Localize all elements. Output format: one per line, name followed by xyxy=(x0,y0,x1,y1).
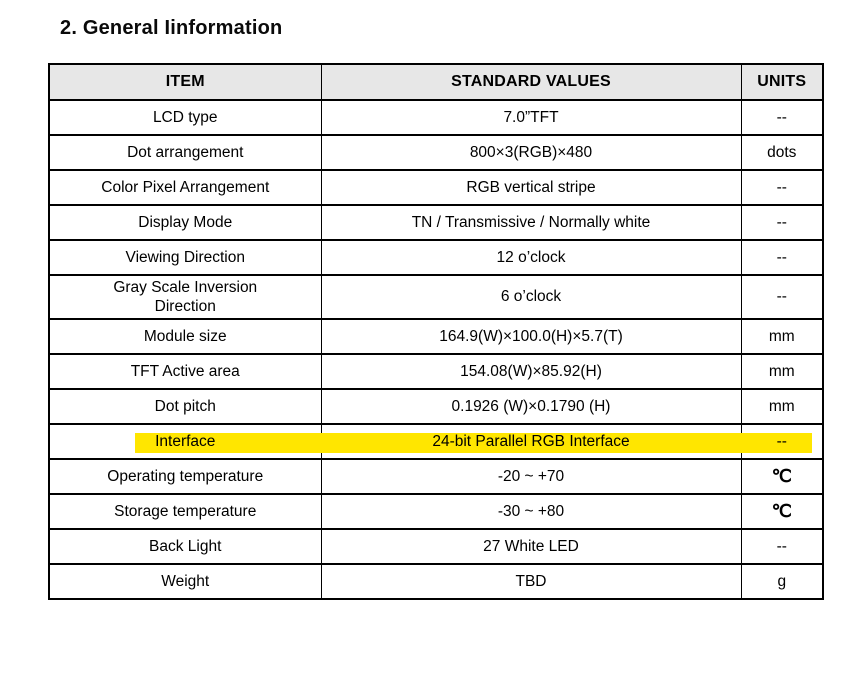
units-cell: mm xyxy=(768,362,795,380)
table-row-weight: Weight TBD g xyxy=(48,563,824,600)
units-cell: -- xyxy=(776,288,787,306)
value-cell: 6 o’clock xyxy=(500,288,562,306)
value-cell: -20 ~ +70 xyxy=(497,467,565,485)
units-cell: ℃ xyxy=(771,501,792,522)
item-cell: Color Pixel Arrangement xyxy=(101,178,270,196)
general-information-table: ITEM STANDARD VALUES UNITS LCD type 7.0”… xyxy=(48,63,824,600)
units-cell: -- xyxy=(776,213,787,231)
item-cell: Gray Scale Inversion Direction xyxy=(113,278,258,315)
header-row: ITEM STANDARD VALUES UNITS xyxy=(48,63,824,101)
units-cell: -- xyxy=(776,108,787,126)
table-row-dot-arrangement: Dot arrangement 800×3(RGB)×480 dots xyxy=(48,134,824,171)
units-cell: -- xyxy=(776,432,787,450)
value-cell: 800×3(RGB)×480 xyxy=(469,143,593,161)
item-cell: Dot pitch xyxy=(154,397,216,415)
item-cell: Weight xyxy=(161,572,210,590)
value-cell: 154.08(W)×85.92(H) xyxy=(460,362,602,380)
item-cell: Module size xyxy=(143,327,227,345)
units-cell: -- xyxy=(776,537,787,555)
value-cell: TN / Transmissive / Normally white xyxy=(411,213,651,231)
header-units: UNITS xyxy=(740,63,824,101)
item-cell: Display Mode xyxy=(138,213,233,231)
section-title: 2. General Iinformation xyxy=(60,17,283,39)
item-cell: Dot arrangement xyxy=(127,143,244,161)
table-row-tft-active-area: TFT Active area 154.08(W)×85.92(H) mm xyxy=(48,353,824,390)
table-row-lcd-type: LCD type 7.0”TFT -- xyxy=(48,99,824,136)
value-cell: RGB vertical stripe xyxy=(466,178,596,196)
units-cell: g xyxy=(777,572,787,590)
item-cell: Interface xyxy=(155,432,216,450)
units-cell: ℃ xyxy=(771,466,792,487)
header-item: ITEM xyxy=(48,63,322,101)
table-row-storage-temperature: Storage temperature -30 ~ +80 ℃ xyxy=(48,493,824,530)
units-cell: mm xyxy=(768,397,795,415)
table-row-color-pixel-arrangement: Color Pixel Arrangement RGB vertical str… xyxy=(48,169,824,206)
table-row-interface: Interface 24-bit Parallel RGB Interface … xyxy=(48,423,824,460)
item-cell: Back Light xyxy=(149,537,222,555)
item-cell: TFT Active area xyxy=(130,362,240,380)
units-cell: -- xyxy=(776,248,787,266)
table-row-gray-scale-inversion-direction: Gray Scale Inversion Direction 6 o’clock… xyxy=(48,274,824,320)
value-cell: 24-bit Parallel RGB Interface xyxy=(432,432,630,450)
item-cell: Operating temperature xyxy=(107,467,264,485)
value-cell: 7.0”TFT xyxy=(503,108,559,126)
spec-table-container: ITEM STANDARD VALUES UNITS LCD type 7.0”… xyxy=(48,63,824,600)
table-row-back-light: Back Light 27 White LED -- xyxy=(48,528,824,565)
table-row-operating-temperature: Operating temperature -20 ~ +70 ℃ xyxy=(48,458,824,495)
table-row-display-mode: Display Mode TN / Transmissive / Normall… xyxy=(48,204,824,241)
value-cell: TBD xyxy=(515,572,547,590)
table-row-dot-pitch: Dot pitch 0.1926 (W)×0.1790 (H) mm xyxy=(48,388,824,425)
value-cell: -30 ~ +80 xyxy=(497,502,565,520)
table-row-module-size: Module size 164.9(W)×100.0(H)×5.7(T) mm xyxy=(48,318,824,355)
header-standard-values: STANDARD VALUES xyxy=(320,63,742,101)
item-cell: Viewing Direction xyxy=(125,248,245,266)
value-cell: 0.1926 (W)×0.1790 (H) xyxy=(451,397,611,415)
units-cell: mm xyxy=(768,327,795,345)
value-cell: 164.9(W)×100.0(H)×5.7(T) xyxy=(439,327,623,345)
item-cell: Storage temperature xyxy=(114,502,257,520)
value-cell: 12 o’clock xyxy=(496,248,566,266)
value-cell: 27 White LED xyxy=(483,537,579,555)
units-cell: dots xyxy=(767,143,797,161)
item-cell: LCD type xyxy=(152,108,218,126)
units-cell: -- xyxy=(776,178,787,196)
table-row-viewing-direction: Viewing Direction 12 o’clock -- xyxy=(48,239,824,276)
